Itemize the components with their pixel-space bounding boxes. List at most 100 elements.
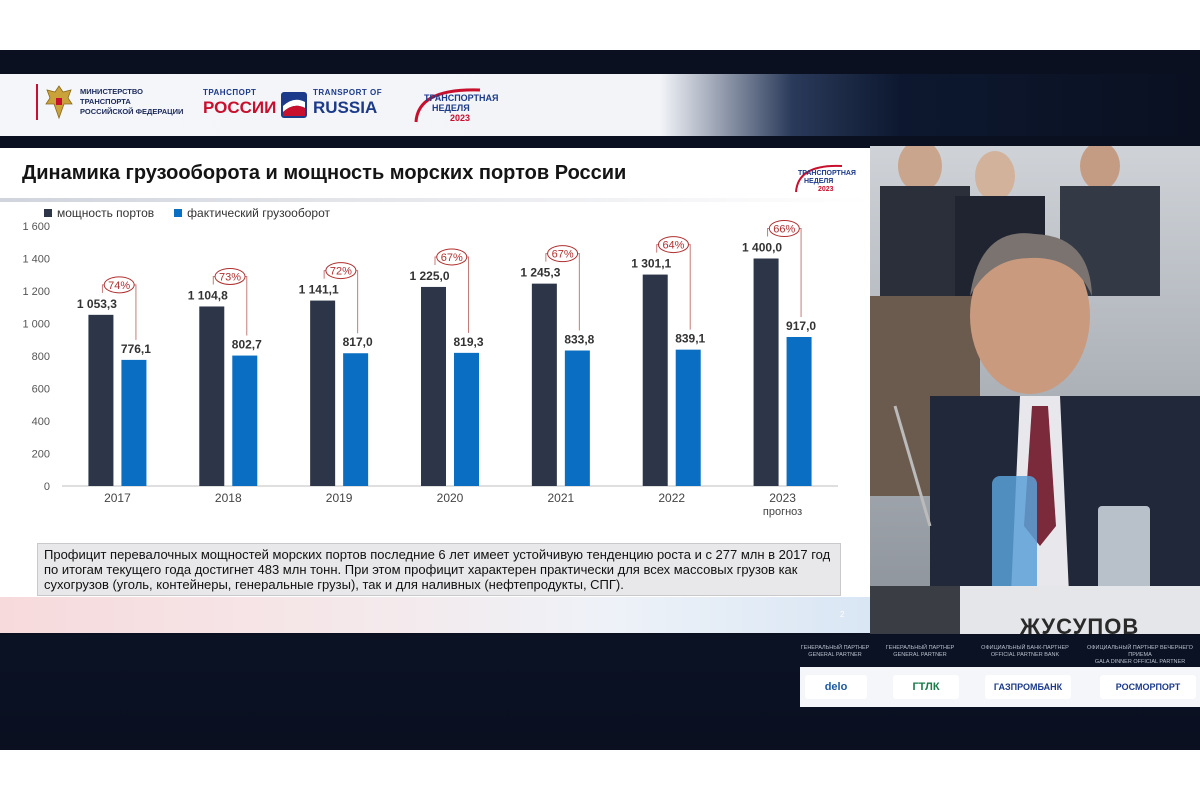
- x-tick-label: 2019: [326, 491, 353, 505]
- y-tick-label: 1 400: [22, 254, 50, 266]
- legend-label-turnover: фактический грузооборот: [187, 206, 330, 220]
- partner-role-ru-1: ГЕНЕРАЛЬНЫЙ ПАРТНЕР: [800, 645, 870, 651]
- x-tick-label: 2023: [769, 491, 796, 505]
- bar-capacity: [88, 314, 114, 486]
- bar-capacity: [753, 258, 779, 486]
- transport-of-russia-logo: ТРАНСПОРТ РОССИИ TRANSPORT OF RUSSIA: [203, 88, 393, 124]
- sponsor-band: ГЕНЕРАЛЬНЫЙ ПАРТНЕР GENERAL PARTNER ГЕНЕ…: [0, 635, 1200, 750]
- data-label-capacity: 1 301,1: [631, 257, 671, 271]
- y-tick-label: 600: [32, 384, 50, 396]
- legend-swatch-turnover: [174, 209, 183, 217]
- flag-icon: [281, 92, 307, 118]
- x-tick-label: 2020: [437, 491, 464, 505]
- utilization-label: 67%: [552, 249, 574, 261]
- data-label-capacity: 1 141,1: [299, 283, 339, 297]
- week-line2: НЕДЕЛЯ: [432, 103, 470, 113]
- presentation-slide: Динамика грузооборота и мощность морских…: [0, 148, 870, 633]
- utilization-badge: [325, 262, 357, 280]
- bar-turnover: [564, 350, 590, 486]
- partner-role-1: ГЕНЕРАЛЬНЫЙ ПАРТНЕР GENERAL PARTNER: [795, 645, 875, 659]
- page-number: 2: [840, 610, 845, 619]
- bar-turnover: [343, 353, 369, 486]
- broadcast-frame: МИНИСТЕРСТВО ТРАНСПОРТА РОССИЙСКОЙ ФЕДЕР…: [0, 50, 1200, 750]
- y-tick-label: 1 000: [22, 319, 50, 331]
- ministry-logo: МИНИСТЕРСТВО ТРАНСПОРТА РОССИЙСКОЙ ФЕДЕР…: [36, 84, 190, 120]
- utilization-label: 67%: [441, 252, 463, 264]
- transport-week-logo: ТРАНСПОРТНАЯ НЕДЕЛЯ 2023: [410, 82, 500, 128]
- utilization-label: 66%: [773, 224, 795, 236]
- slide-footer-band: [0, 597, 870, 633]
- bar-turnover: [675, 349, 701, 486]
- legend-label-capacity: мощность портов: [57, 206, 155, 220]
- y-tick-label: 800: [32, 351, 50, 363]
- utilization-badge: [103, 276, 135, 294]
- x-tick-label: 2022: [658, 491, 685, 505]
- y-tick-label: 400: [32, 416, 50, 428]
- week-mini-line2: НЕДЕЛЯ: [804, 178, 834, 185]
- ministry-line1: МИНИСТЕРСТВО ТРАНСПОРТА: [80, 87, 143, 106]
- partner-role-3: ОФИЦИАЛЬНЫЙ БАНК-ПАРТНЕР OFFICIAL PARTNE…: [975, 645, 1075, 659]
- partner-role-en-1: GENERAL PARTNER: [808, 652, 862, 658]
- speaker-image: [870, 146, 1200, 634]
- y-tick-label: 0: [44, 481, 50, 493]
- partner-role-ru-2: ГЕНЕРАЛЬНЫЙ ПАРТНЕР: [885, 645, 955, 651]
- data-label-turnover: 817,0: [343, 335, 373, 349]
- speaker-nameplate: ЖУСУПОВ: [1020, 614, 1140, 634]
- x-tick-label: 2017: [104, 491, 131, 505]
- utilization-badge: [768, 220, 800, 237]
- bar-capacity: [421, 286, 446, 486]
- bar-turnover: [232, 355, 258, 486]
- partner-logo-gtlk: ГТЛК: [893, 675, 959, 699]
- utilization-badge: [657, 236, 689, 254]
- coat-of-arms-icon: [45, 85, 73, 120]
- utilization-badge: [436, 248, 468, 266]
- x-tick-label: 2021: [548, 491, 575, 505]
- data-label-capacity: 1 104,8: [188, 288, 228, 302]
- bar-capacity: [199, 306, 225, 486]
- week-year: 2023: [450, 113, 471, 123]
- legend-item-capacity: мощность портов: [44, 206, 154, 220]
- data-label-capacity: 1 053,3: [77, 297, 117, 311]
- transport-week-mini-logo: ТРАНСПОРТНАЯ НЕДЕЛЯ 2023: [792, 158, 856, 198]
- title-divider: [0, 198, 870, 202]
- partner-role-ru-3: ОФИЦИАЛЬНЫЙ БАНК-ПАРТНЕР: [981, 645, 1069, 651]
- data-label-turnover: 917,0: [786, 319, 816, 333]
- slide-note: Профицит перевалочных мощностей морских …: [37, 543, 841, 596]
- bar-capacity: [531, 283, 557, 486]
- utilization-badge: [547, 245, 579, 263]
- utilization-label: 73%: [219, 271, 241, 283]
- partner-role-en-3: OFFICIAL PARTNER BANK: [990, 652, 1060, 658]
- utilization-label: 72%: [330, 266, 352, 278]
- y-tick-label: 1 200: [22, 286, 50, 298]
- week-mini-line1: ТРАНСПОРТНАЯ: [798, 170, 856, 177]
- x-tick-label: 2018: [215, 491, 242, 505]
- header-band: МИНИСТЕРСТВО ТРАНСПОРТА РОССИЙСКОЙ ФЕДЕР…: [0, 74, 1200, 136]
- data-label-capacity: 1 225,0: [409, 269, 449, 283]
- partner-role-ru-4: ОФИЦИАЛЬНЫЙ ПАРТНЕР ВЕЧЕРНЕГО ПРИЕМА: [1087, 645, 1193, 658]
- utilization-label: 64%: [662, 240, 684, 252]
- transport-big-ru: РОССИИ: [203, 98, 277, 117]
- red-divider: [36, 84, 38, 120]
- data-label-turnover: 776,1: [121, 342, 151, 356]
- bar-chart: 0 200 400 600 800 1 000 1 200 1 400 1 600 1 053,3…: [22, 220, 838, 518]
- week-arc-icon: [414, 88, 481, 123]
- bar-turnover: [786, 336, 812, 486]
- transport-top-en: TRANSPORT OF: [313, 88, 383, 97]
- bar-capacity: [310, 300, 336, 486]
- data-label-capacity: 1 245,3: [520, 266, 560, 280]
- bar-turnover: [121, 359, 147, 486]
- ministry-line2: РОССИЙСКОЙ ФЕДЕРАЦИИ: [80, 107, 184, 116]
- chart-legend: мощность портов фактический грузооборот: [44, 206, 330, 220]
- partner-role-en-2: GENERAL PARTNER: [893, 652, 947, 658]
- partner-role-2: ГЕНЕРАЛЬНЫЙ ПАРТНЕР GENERAL PARTNER: [880, 645, 960, 659]
- partner-logo-delo: delo: [805, 675, 867, 699]
- data-label-turnover: 833,8: [564, 333, 594, 347]
- week-mini-arc-icon: [795, 164, 843, 193]
- utilization-label: 74%: [108, 280, 130, 292]
- utilization-badge: [214, 267, 246, 285]
- y-tick-label: 1 600: [22, 221, 50, 233]
- bar-capacity: [642, 274, 668, 486]
- data-label-capacity: 1 400,0: [742, 241, 782, 255]
- partner-logo-rosmorport: РОСМОРПОРТ: [1100, 675, 1196, 699]
- x-tick-sublabel: прогноз: [763, 506, 802, 518]
